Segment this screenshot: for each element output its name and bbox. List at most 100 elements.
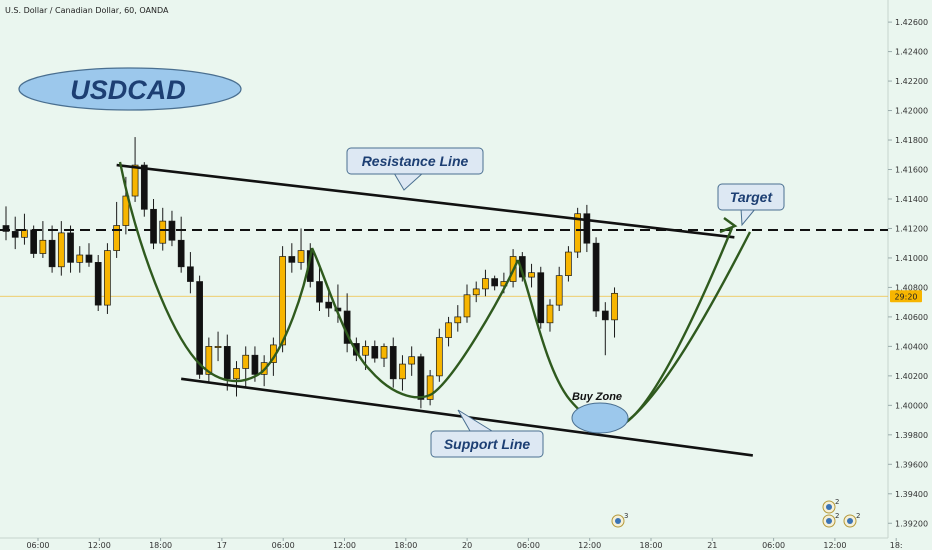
candle xyxy=(592,237,600,317)
candle-body-up xyxy=(380,346,388,359)
candle-body-down xyxy=(389,346,397,380)
event-icon-count: 2 xyxy=(835,512,839,520)
event-icon-count: 2 xyxy=(835,498,839,506)
candle xyxy=(177,216,185,273)
candle xyxy=(565,246,572,282)
pattern-curve xyxy=(118,161,314,383)
candle xyxy=(297,228,305,270)
buy-zone-ellipse xyxy=(571,402,629,434)
candle-body-down xyxy=(2,225,10,232)
candle-body-up xyxy=(159,220,167,244)
candle xyxy=(472,281,480,303)
candle xyxy=(371,340,379,363)
x-tick-label: 06:00 xyxy=(517,541,540,550)
x-tick-label: 12:00 xyxy=(578,541,601,550)
candle xyxy=(104,243,111,314)
x-tick-label: 12:00 xyxy=(88,541,111,550)
time-axis[interactable]: 06:00 12:00 18:00 17 06:00 12:00 18:00 20 06:00 1… xyxy=(26,538,903,550)
candle xyxy=(574,207,581,258)
y-tick-label: 1.42200 xyxy=(895,77,928,86)
candle-body-up xyxy=(76,254,84,263)
x-tick-label: 18: xyxy=(890,541,903,550)
candle-body-down xyxy=(177,239,185,268)
candle-body-up xyxy=(297,250,305,263)
candle-body-down xyxy=(491,278,499,287)
candle-body-down xyxy=(85,254,93,263)
candle-body-up xyxy=(21,229,28,238)
event-icon[interactable]: 2 xyxy=(822,512,839,528)
candle xyxy=(94,254,102,312)
candle xyxy=(11,216,19,250)
candle xyxy=(57,221,65,276)
logo-text: USDCAD xyxy=(70,75,186,105)
candle-body-up xyxy=(546,304,554,324)
resistance-label-box xyxy=(346,147,484,175)
event-icon-count: 2 xyxy=(856,512,860,520)
y-tick-label: 1.40400 xyxy=(895,342,928,351)
price-axis[interactable]: 1.42600 1.42400 1.42200 1.42000 1.41800 1.416… xyxy=(888,18,928,528)
target-label-box xyxy=(717,183,785,211)
candle-body-down xyxy=(187,266,194,282)
candle xyxy=(454,305,462,332)
x-tick-label: 12:00 xyxy=(333,541,356,550)
current-price-badge: 29:20 xyxy=(890,290,922,303)
y-tick-label: 1.41400 xyxy=(895,195,928,204)
candle-body-up xyxy=(454,316,462,324)
y-tick-label: 1.41800 xyxy=(895,136,928,145)
candle-body-down xyxy=(48,239,56,268)
candle xyxy=(187,252,194,294)
candle xyxy=(316,266,323,312)
candle-body-down xyxy=(196,281,203,375)
candle-body-down xyxy=(140,164,148,210)
event-icon-count: 3 xyxy=(624,512,628,520)
buy-zone-text: Buy Zone xyxy=(572,391,622,403)
candle-body-down xyxy=(592,242,600,312)
candle xyxy=(2,206,10,241)
target-label-pointer xyxy=(740,209,755,227)
candle-body-up xyxy=(233,368,240,380)
candle-body-up xyxy=(408,356,416,365)
resistance-line xyxy=(116,163,735,239)
candle-body-down xyxy=(537,272,545,324)
x-tick-label: 17 xyxy=(217,541,227,550)
candle-body-down xyxy=(67,232,74,263)
candle-body-up xyxy=(463,294,471,318)
y-tick-label: 1.40600 xyxy=(895,313,928,322)
chart-header-title: U.S. Dollar / Canadian Dollar, 60, OANDA xyxy=(5,6,169,15)
candle-body-down xyxy=(94,262,102,306)
x-tick-label: 06:00 xyxy=(762,541,785,550)
candle xyxy=(205,337,213,384)
candle xyxy=(399,355,406,391)
candle-body-up xyxy=(131,164,139,197)
y-tick-label: 1.40000 xyxy=(895,401,928,410)
candle-body-up xyxy=(205,346,213,375)
price-badge-text: 29:20 xyxy=(894,292,917,301)
event-icon[interactable]: 2 xyxy=(822,498,839,514)
candle-body-up xyxy=(528,272,535,278)
candle xyxy=(408,346,416,376)
price-badge-rect xyxy=(890,290,922,303)
candle-body-down xyxy=(223,346,231,380)
candle-body-up xyxy=(39,239,47,254)
candle-body-up xyxy=(482,278,489,290)
x-tick-label: 18:00 xyxy=(639,541,662,550)
x-tick-label: 18:00 xyxy=(394,541,417,550)
support-label-text: Support Line xyxy=(444,436,531,452)
candle xyxy=(601,302,609,356)
candle xyxy=(288,243,296,273)
y-tick-label: 1.42400 xyxy=(895,48,928,57)
candle xyxy=(306,243,314,288)
event-icons[interactable]: 3 2 2 2 xyxy=(611,498,860,528)
candle-body-down xyxy=(417,356,425,400)
event-icon[interactable]: 2 xyxy=(843,512,860,528)
candle-body-down xyxy=(371,346,379,359)
candle xyxy=(233,361,240,397)
candle-body-up xyxy=(57,232,65,268)
event-icon[interactable]: 3 xyxy=(611,512,628,528)
event-icon-dot xyxy=(847,518,853,524)
pattern-curve xyxy=(310,247,520,399)
candle xyxy=(583,204,591,253)
candle xyxy=(279,246,286,353)
